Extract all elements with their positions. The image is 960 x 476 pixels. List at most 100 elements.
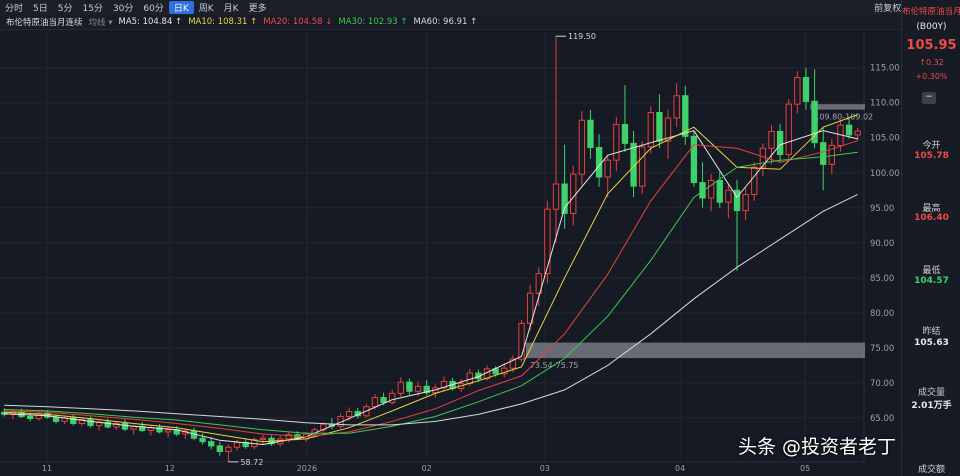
stat-label: 成交量 xyxy=(917,388,945,398)
candle-body xyxy=(121,422,129,430)
ma-line xyxy=(4,130,858,446)
ma-value: MA30: 102.93 ↑ xyxy=(338,17,408,27)
ma-line xyxy=(4,114,858,443)
candle-body xyxy=(397,381,405,394)
candle-body xyxy=(371,397,379,408)
candle-body xyxy=(682,95,689,137)
candle-body xyxy=(208,441,215,447)
y-tick-label: 95.00 xyxy=(870,204,894,214)
period-tab[interactable]: 周K xyxy=(198,4,214,14)
period-tab[interactable]: 5日 xyxy=(33,4,48,14)
y-tick-label: 110.00 xyxy=(870,99,900,109)
price-zone xyxy=(810,104,865,110)
quote-change: ↑0.32 xyxy=(919,58,944,67)
collapse-button[interactable]: − xyxy=(922,92,936,104)
candle-body xyxy=(802,77,810,102)
stat-label: 今开 xyxy=(922,141,941,151)
candle-body xyxy=(811,100,818,144)
annotation-label: 58.72 xyxy=(240,458,263,467)
y-tick-label: 75.00 xyxy=(870,344,894,354)
stat-label: 成交额 xyxy=(917,465,945,475)
candle-body xyxy=(854,130,861,136)
candle-body xyxy=(414,385,422,392)
x-tick-label: 03 xyxy=(540,464,550,473)
x-tick-label: 05 xyxy=(800,464,810,473)
ma-value: MA60: 96.91 ↑ xyxy=(413,17,478,27)
candle-body xyxy=(845,124,853,136)
y-tick-label: 70.00 xyxy=(870,379,894,389)
candle-body xyxy=(776,130,784,156)
candle-body xyxy=(673,95,680,119)
candle-body xyxy=(578,119,586,175)
candle-body xyxy=(699,182,706,199)
x-tick-label: 11 xyxy=(42,464,52,473)
candle-body xyxy=(725,189,732,203)
x-tick-label: 04 xyxy=(675,464,685,473)
candle-body xyxy=(87,418,94,427)
candle-body xyxy=(423,385,430,394)
period-tab[interactable]: 15分 xyxy=(82,4,103,14)
candle-body xyxy=(690,135,698,184)
candle-body xyxy=(707,179,715,199)
candle-body xyxy=(389,392,396,403)
zone-label: 109.80-109.02 xyxy=(814,113,873,122)
candle-body xyxy=(561,183,568,214)
stat-value: 105.63 xyxy=(914,338,949,348)
watermark: 头条 @投资者老丁 xyxy=(738,436,897,458)
candle-body xyxy=(78,418,86,424)
stat-value: 105.78 xyxy=(914,151,949,161)
candle-body xyxy=(501,367,508,375)
candle-body xyxy=(225,446,232,452)
quote-code: (B00Y) xyxy=(916,22,947,32)
candle-body xyxy=(552,183,560,210)
candle-body xyxy=(544,208,551,275)
y-tick-label: 90.00 xyxy=(870,239,894,249)
candle-body xyxy=(199,437,206,443)
period-tab[interactable]: 月K xyxy=(223,4,239,14)
period-tab[interactable]: 60分 xyxy=(143,4,164,14)
candle-body xyxy=(518,322,525,360)
candle-body xyxy=(380,397,387,403)
ma-line xyxy=(4,193,858,426)
candle-body xyxy=(820,142,827,165)
candle-body xyxy=(156,427,163,433)
quote-panel: 布伦特原油当月连续 (B00Y) 105.95 ↑0.32 +0.30% − 今… xyxy=(901,0,960,476)
period-tab[interactable]: 更多 xyxy=(248,4,267,14)
y-tick-label: 80.00 xyxy=(870,309,894,319)
candle-body xyxy=(104,421,111,428)
candle-body xyxy=(664,117,672,142)
stat-label: 昨结 xyxy=(922,327,941,337)
candle-body xyxy=(604,159,611,178)
x-tick-label: 2026 xyxy=(297,464,317,473)
ma-value: MA5: 104.84 ↑ xyxy=(118,17,183,27)
candle-body xyxy=(647,112,654,148)
period-tab[interactable]: 5分 xyxy=(57,4,73,14)
ma-header: 布伦特原油当月连续 均线 ▾ MA5: 104.84 ↑ MA10: 108.31… xyxy=(0,15,900,30)
candle-body xyxy=(285,434,292,440)
period-tab[interactable]: 分时 xyxy=(5,4,24,14)
candle-body xyxy=(345,411,353,417)
ma-line xyxy=(4,151,858,434)
candle-body xyxy=(768,130,775,149)
candle-body xyxy=(164,429,172,433)
price-zone xyxy=(525,342,865,359)
candle-body xyxy=(794,77,801,105)
candle-body xyxy=(639,146,646,187)
ma-value: MA10: 108.31 ↑ xyxy=(188,17,258,27)
x-tick-label: 02 xyxy=(422,464,432,473)
candle-body xyxy=(259,437,267,441)
period-tab[interactable]: 30分 xyxy=(112,4,134,14)
candle-body xyxy=(621,123,629,144)
candle-body xyxy=(630,142,637,187)
ma-menu[interactable]: 均线 ▾ xyxy=(88,18,113,28)
x-tick-label: 12 xyxy=(165,464,175,473)
period-tab[interactable]: 日K xyxy=(168,1,194,14)
candle-body xyxy=(526,292,534,324)
chart: 65.00 70.00 75.00 80.00 85.00 90.00 95.00 100.0… xyxy=(0,32,900,473)
candle-body xyxy=(139,425,146,431)
toolbar-menu[interactable]: 前复权 ▾ xyxy=(874,4,909,14)
candle-body xyxy=(216,445,223,452)
period-toolbar: 分时 5日 5分 15分 30分 60分 日K 周K 月K 更多 xyxy=(0,0,900,15)
candle-body xyxy=(570,173,577,214)
